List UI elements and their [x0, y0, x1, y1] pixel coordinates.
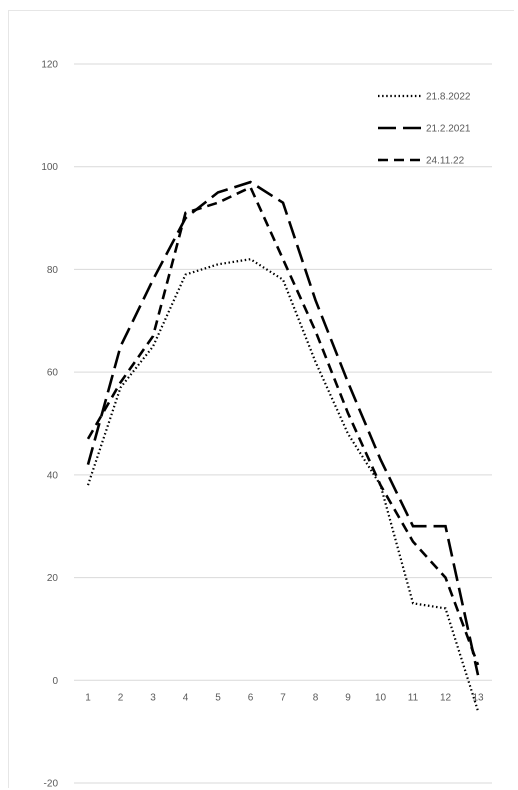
gridlines	[74, 63, 492, 784]
x-tick-label: 1	[85, 692, 91, 703]
x-tick-label: 6	[248, 692, 254, 703]
y-axis-tick-labels: 120 100 80 60 40 20 0 -20	[41, 60, 58, 790]
x-tick-label: 11	[408, 692, 419, 703]
legend-label: 21.8.2022	[426, 92, 471, 103]
x-tick-label: 2	[118, 692, 124, 703]
x-tick-label: 10	[375, 692, 387, 703]
y-tick-label: 120	[41, 60, 58, 71]
y-tick-label: 100	[41, 162, 58, 173]
legend-label: 24.11.22	[426, 156, 465, 167]
y-tick-label: 80	[47, 265, 59, 276]
x-tick-label: 9	[345, 692, 351, 703]
series-line	[86, 180, 480, 676]
x-tick-label: 7	[280, 692, 286, 703]
x-tick-label: 13	[472, 692, 484, 703]
y-tick-label: 20	[47, 573, 59, 584]
x-tick-label: 8	[313, 692, 319, 703]
y-tick-label: 0	[52, 676, 58, 687]
series-line	[86, 185, 480, 666]
chart-frame	[8, 10, 514, 788]
x-tick-label: 4	[183, 692, 189, 703]
x-axis-tick-labels: 1 2 3 4 5 6 7 8 9 10 11 12 13	[85, 692, 484, 703]
y-tick-label: 40	[47, 470, 59, 481]
x-tick-label: 3	[150, 692, 156, 703]
series-lines	[86, 180, 480, 712]
x-tick-label: 5	[215, 692, 221, 703]
y-tick-label: 60	[47, 368, 59, 379]
legend-label: 21.2.2021	[426, 124, 471, 135]
series-line	[86, 258, 480, 712]
legend: 21.8.2022 21.2.2021 24.11.22	[378, 92, 471, 167]
x-tick-label: 12	[440, 692, 452, 703]
y-tick-label: -20	[44, 779, 59, 790]
